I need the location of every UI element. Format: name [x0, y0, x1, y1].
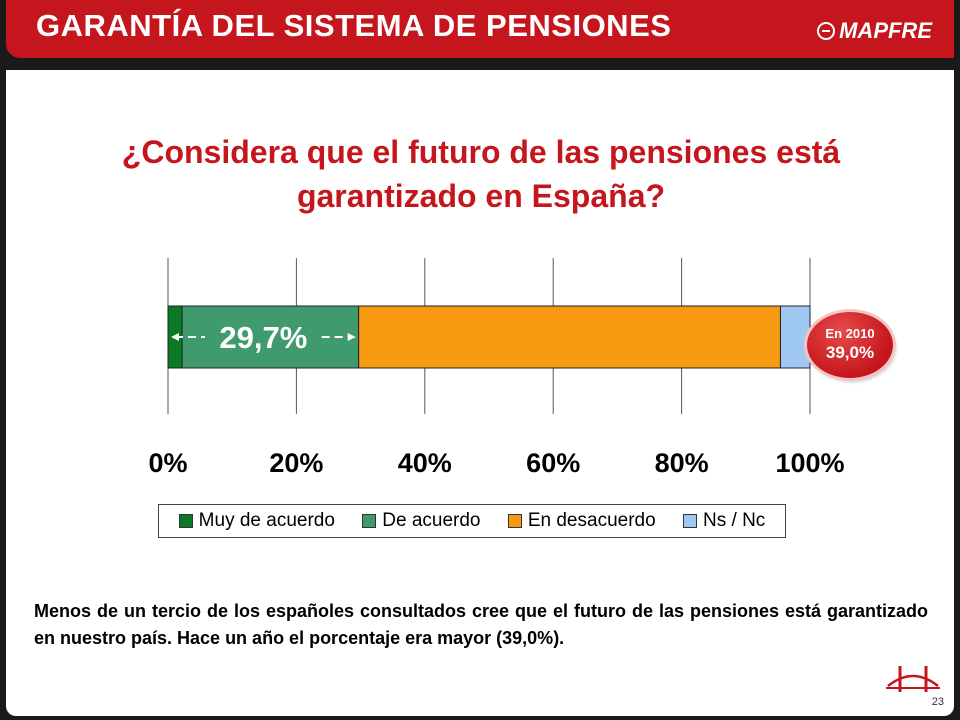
- legend-label: Muy de acuerdo: [198, 510, 335, 531]
- legend-item: Ns / Nc: [683, 510, 765, 532]
- content-panel: ¿Considera que el futuro de las pensione…: [6, 70, 954, 716]
- badge-2010: En 2010 39,0%: [807, 312, 893, 378]
- x-tick-label: 20%: [269, 448, 323, 478]
- header-title: GARANTÍA DEL SISTEMA DE PENSIONES: [36, 8, 672, 43]
- legend-swatch: [178, 514, 193, 528]
- x-tick-label: 40%: [398, 448, 452, 478]
- stacked-bar-chart: 0% 20% 40% 60% 80% 100% 29,7%: [148, 258, 845, 478]
- question-line-1: ¿Considera que el futuro de las pensione…: [121, 134, 841, 170]
- legend-item: De acuerdo: [362, 510, 481, 532]
- chart-legend: Muy de acuerdo De acuerdo En desacuerdo Ns …: [158, 504, 786, 538]
- x-tick-label: 60%: [526, 448, 580, 478]
- legend-label: De acuerdo: [382, 510, 481, 531]
- annotation-label: 29,7%: [219, 320, 307, 355]
- mapfre-logo-icon: [817, 22, 836, 40]
- legend-label: Ns / Nc: [703, 510, 766, 531]
- logo-text: MAPFRE: [839, 18, 932, 43]
- badge-value: 39,0%: [825, 343, 875, 362]
- summary-text: Menos de un tercio de los españoles cons…: [34, 601, 928, 648]
- question-line-2: garantizado en España?: [296, 178, 666, 214]
- bar-segment-3: [779, 305, 811, 369]
- header-bar: GARANTÍA DEL SISTEMA DE PENSIONES MAPFRE: [6, 0, 954, 58]
- legend-item: Muy de acuerdo: [178, 510, 335, 532]
- annotation-arrowhead-left: [171, 333, 179, 341]
- page-number: 23: [931, 696, 944, 708]
- bar-segment-2: [358, 305, 781, 369]
- mapfre-logo: MAPFRE: [817, 18, 932, 44]
- bridge-icon: [886, 666, 940, 692]
- annotation-arrowhead-right: [347, 333, 356, 341]
- legend-label: En desacuerdo: [527, 510, 656, 531]
- legend-item: En desacuerdo: [507, 510, 656, 532]
- legend-swatch: [507, 514, 522, 528]
- x-tick-label: 0%: [148, 448, 187, 478]
- x-tick-label: 80%: [655, 448, 709, 478]
- legend-swatch: [683, 514, 698, 528]
- question-title: ¿Considera que el futuro de las pensione…: [36, 130, 926, 218]
- x-tick-label: 100%: [775, 448, 844, 478]
- legend-swatch: [362, 514, 377, 528]
- badge-year: En 2010: [825, 326, 875, 341]
